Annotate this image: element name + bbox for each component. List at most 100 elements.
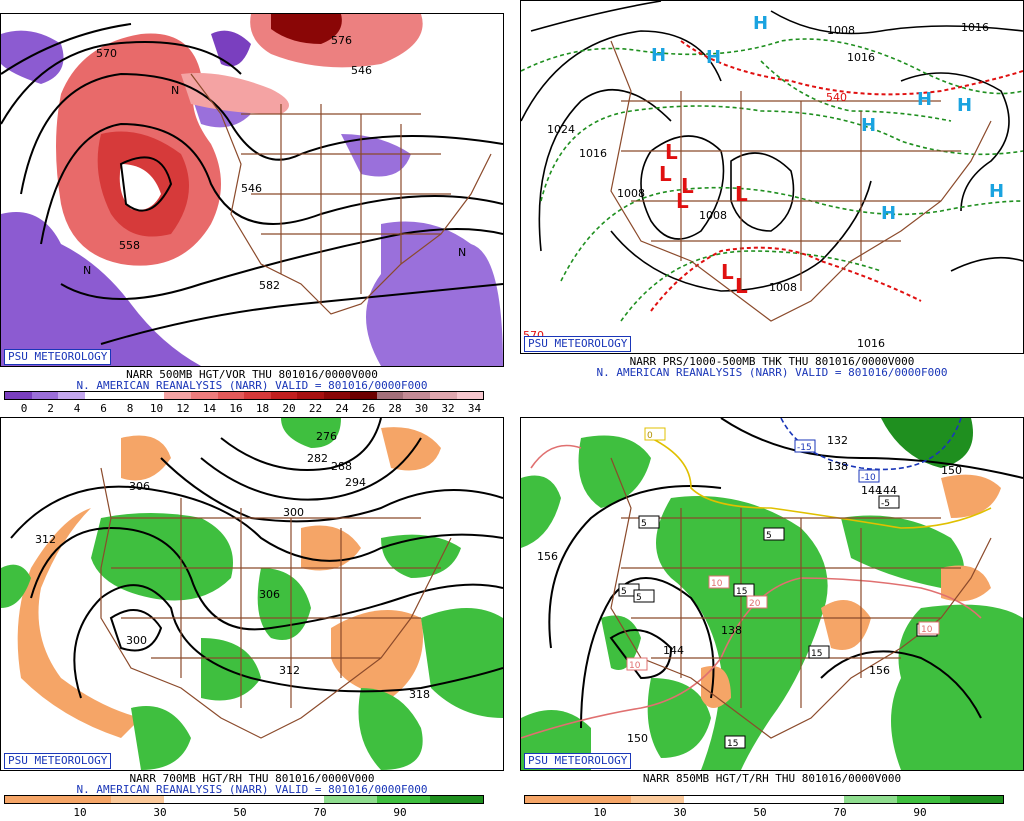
high-pressure-marker: H	[881, 203, 896, 224]
thickness-line	[540, 105, 1023, 202]
colorbar-swatch	[323, 392, 351, 399]
map-700mb: 276 282 288 294 300 306 312 300 306 312 …	[0, 417, 504, 771]
height-contour	[40, 122, 503, 245]
colorbar-tick-label: 10	[149, 402, 164, 415]
state-lines	[680, 91, 862, 291]
height-contour	[820, 650, 982, 719]
caption-title: NARR PRS/1000-500MB THK THU 801016/0000V…	[629, 355, 915, 368]
colorbar-swatch	[164, 796, 218, 803]
caption-valid: N. AMERICAN REANALYSIS (NARR) VALID = 80…	[76, 379, 428, 392]
rh-dry-area	[301, 525, 361, 571]
colorbar-tick-label: 24	[335, 402, 349, 415]
colorbar-swatch	[5, 392, 32, 399]
source-badge: PSU METEOROLOGY	[4, 753, 112, 769]
colorbar-rh	[524, 795, 1004, 804]
colorbar-tick-label: 10	[593, 806, 607, 819]
height-contour	[73, 584, 503, 699]
isotherm-label-box	[763, 527, 785, 541]
colorbar-tick-label: 50	[753, 806, 767, 819]
contour-label: 294	[345, 476, 366, 489]
contour-label: 288	[331, 460, 352, 473]
rh-moist-area	[578, 435, 651, 508]
isotherm-label: 5	[636, 593, 642, 603]
low-pressure-marker: L	[681, 174, 694, 198]
height-contour	[220, 418, 382, 471]
contour-label: 144	[876, 484, 897, 497]
contour-label: 306	[129, 480, 150, 493]
rh-dry-area	[381, 427, 441, 471]
low-pressure-marker: L	[676, 189, 689, 213]
colorbar-tick-label: 28	[388, 402, 402, 415]
vort-min-marker: N	[171, 84, 179, 97]
vort-min-marker: N	[83, 264, 91, 277]
contour-label: 144	[663, 644, 684, 657]
state-lines	[621, 100, 961, 242]
contour-label: 138	[827, 460, 848, 473]
colorbar-swatch	[350, 392, 377, 399]
contour-label: 144	[861, 484, 882, 497]
low-pressure-marker: L	[735, 274, 748, 298]
isobar-label: 1016	[961, 21, 989, 34]
coastline	[610, 40, 992, 322]
contour-label: 282	[307, 452, 328, 465]
isobar-label: 1024	[547, 123, 575, 136]
contour-label: 546	[351, 64, 372, 77]
colorbar-tick-label: 32	[441, 402, 455, 415]
high-pressure-marker: H	[917, 89, 932, 110]
vort-purple-area	[1, 30, 64, 85]
colorbar-swatch	[164, 392, 191, 399]
height-contour	[30, 526, 503, 631]
colorbar-swatch	[578, 796, 632, 803]
colorbar-tick-label: 4	[73, 402, 81, 415]
colorbar-swatch	[58, 392, 85, 399]
vort-purple-area	[1, 212, 201, 366]
contour-label: 132	[827, 434, 848, 447]
colorbar-tick-label: 50	[233, 806, 247, 819]
colorbar-tick-label: 22	[308, 402, 323, 415]
contour-label: 312	[35, 533, 56, 546]
colorbar-swatch	[631, 796, 685, 803]
contour-label: 276	[316, 430, 337, 443]
contour-label: 156	[869, 664, 890, 677]
low-pressure-marker: L	[665, 140, 678, 164]
isotherm-label-box	[878, 495, 900, 509]
isotherm-label-box	[794, 439, 816, 453]
contour-label: 570	[96, 47, 117, 60]
colorbar-swatch	[58, 796, 112, 803]
colorbar-ticks: 10 30 50 70 90	[524, 806, 1004, 819]
rh-moist-area	[647, 678, 711, 758]
isotherm-label-box	[858, 469, 880, 483]
map-pressure-svg: H H H H H H H H L L L L L L L 1008 1016 …	[521, 1, 1023, 350]
colorbar-swatch	[84, 392, 112, 399]
contour-label: 576	[331, 34, 352, 47]
isobar	[900, 72, 1010, 212]
high-pressure-marker: H	[706, 47, 721, 68]
thickness-line	[560, 186, 1023, 282]
colorbar-tick-label: 90	[393, 806, 407, 819]
thickness-540-line	[680, 40, 1023, 96]
high-pressure-marker: H	[651, 45, 666, 66]
vort-red-area	[271, 14, 342, 44]
colorbar-ticks: 10 30 50 70 90	[4, 806, 484, 819]
caption-title: NARR 700MB HGT/RH THU 801016/0000V000	[129, 772, 375, 785]
rh-moist-area	[358, 688, 423, 770]
colorbar-swatch	[270, 392, 298, 399]
contour-label: 318	[409, 688, 430, 701]
rh-moist-area	[201, 638, 261, 701]
contour-label: 558	[119, 239, 140, 252]
colorbar-tick-label: 6	[100, 402, 107, 415]
height-contour	[1, 23, 132, 75]
isotherm-label-box	[733, 583, 755, 597]
colorbar-swatch	[217, 392, 245, 399]
rh-dry-area	[941, 474, 1001, 518]
isotherm-label: -15	[797, 443, 812, 453]
isotherm-label-box	[708, 575, 730, 589]
low-pressure-marker: L	[735, 182, 748, 206]
isobar-label: 1016	[847, 51, 875, 64]
caption-valid: N. AMERICAN REANALYSIS (NARR) VALID = 80…	[596, 366, 948, 379]
high-pressure-marker: H	[957, 95, 972, 116]
colorbar-swatch	[111, 796, 165, 803]
isobar	[950, 256, 1023, 272]
state-lines	[621, 517, 961, 659]
colorbar-swatch	[111, 392, 138, 399]
